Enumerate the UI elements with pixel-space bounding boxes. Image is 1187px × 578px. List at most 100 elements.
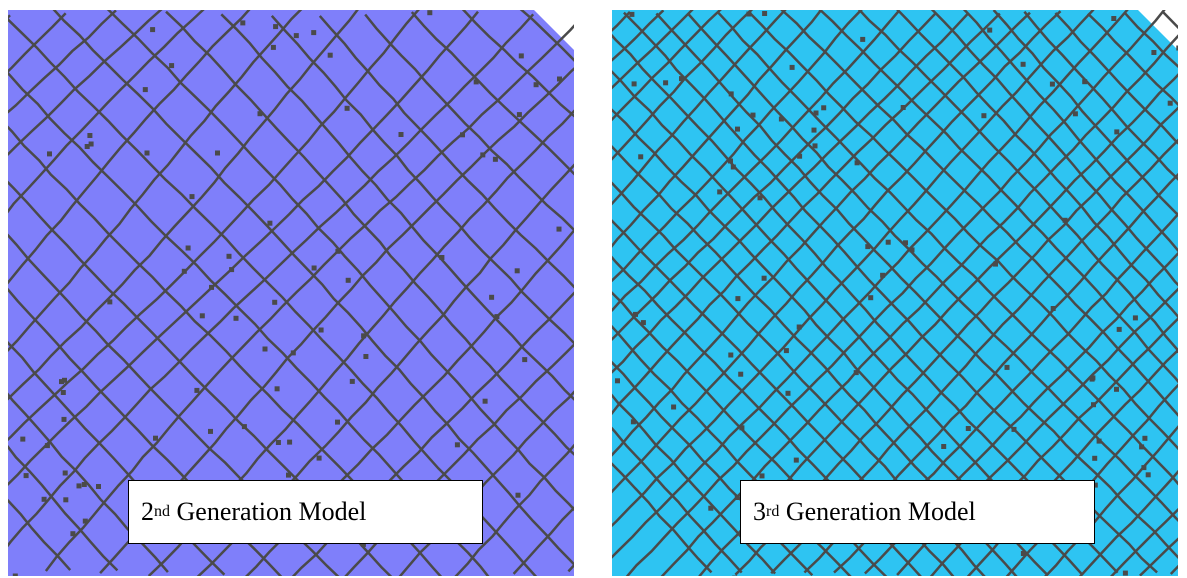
mesh-line: [1078, 469, 1178, 576]
mesh-line: [612, 462, 713, 574]
mesh-node: [311, 30, 317, 36]
mesh-line: [8, 10, 303, 353]
mesh-node: [629, 11, 635, 17]
mesh-node: [23, 473, 29, 479]
mesh-node: [44, 443, 50, 449]
mesh-node: [640, 320, 646, 326]
mesh-node: [293, 33, 299, 39]
mesh-node: [70, 531, 76, 537]
mesh-node: [789, 64, 795, 70]
mesh-node: [335, 248, 341, 254]
mesh-node: [460, 132, 465, 138]
mesh-node: [84, 144, 90, 149]
mesh-node: [287, 439, 293, 445]
mesh-node: [454, 442, 460, 448]
mesh-line: [8, 10, 163, 157]
mesh-node: [783, 348, 789, 354]
mesh-node: [1176, 348, 1178, 353]
mesh-line: [318, 15, 574, 289]
mesh-node: [62, 470, 68, 476]
mesh-node: [360, 541, 366, 547]
mesh-node: [88, 141, 94, 147]
mesh-node: [480, 152, 486, 158]
mesh-node: [615, 378, 620, 384]
mesh-node: [734, 495, 740, 500]
mesh-line: [52, 10, 574, 567]
mesh-node: [1096, 438, 1102, 444]
mesh-node: [47, 151, 52, 157]
mesh-node: [865, 244, 871, 250]
mesh-node: [1111, 16, 1117, 21]
mesh-node: [630, 419, 636, 425]
mesh-node: [759, 473, 765, 479]
mesh-node: [1050, 306, 1056, 311]
mesh-node: [785, 390, 791, 396]
mesh-node: [62, 377, 67, 383]
mesh-node: [750, 112, 756, 118]
mesh-line: [165, 10, 574, 456]
mesh-node: [76, 483, 82, 489]
mesh-line: [930, 10, 1178, 287]
mesh-node: [349, 378, 355, 384]
mesh-line: [992, 10, 1178, 217]
mesh-node: [1114, 386, 1119, 392]
mesh-node: [209, 284, 214, 290]
mesh-node: [229, 267, 235, 273]
mesh-node: [398, 132, 404, 137]
mesh-line: [1054, 12, 1178, 145]
mesh-node: [150, 27, 156, 33]
mesh-node: [631, 81, 637, 87]
mesh-line: [625, 10, 1166, 576]
mesh-line: [220, 13, 574, 401]
mesh-line: [8, 10, 479, 487]
mesh-line: [612, 10, 1062, 494]
mesh-node: [363, 354, 369, 359]
mesh-node: [153, 435, 158, 441]
mesh-node: [965, 426, 971, 431]
mesh-node: [1092, 482, 1098, 488]
mesh-node: [1011, 426, 1017, 432]
mesh-node: [1082, 79, 1088, 85]
mesh-node: [671, 404, 677, 410]
mesh-node: [215, 150, 220, 156]
mesh-node: [272, 299, 278, 305]
mesh-node: [482, 398, 488, 404]
mesh-node: [61, 416, 67, 422]
mesh-node: [208, 428, 213, 434]
mesh-node: [181, 268, 187, 274]
mesh-node: [270, 44, 276, 50]
mesh-node: [854, 160, 860, 166]
mesh-node: [1176, 45, 1178, 51]
mesh-node: [199, 313, 205, 319]
mesh-node: [853, 370, 859, 376]
mesh-node: [812, 143, 818, 149]
mesh-node: [638, 154, 644, 160]
mesh-node: [87, 133, 93, 138]
mesh-node: [1020, 551, 1026, 556]
mesh-node: [880, 272, 886, 278]
mesh-node: [941, 444, 947, 449]
mesh-node: [679, 76, 684, 82]
mesh-line: [99, 67, 574, 574]
mesh-node: [885, 239, 891, 245]
mesh-node: [290, 350, 296, 356]
mesh-node: [12, 573, 18, 576]
mesh-line: [270, 14, 574, 345]
mesh-node: [1132, 315, 1138, 321]
mesh-line: [461, 10, 574, 118]
mesh-line: [612, 12, 969, 374]
mesh-node: [96, 484, 101, 489]
mesh-node: [663, 80, 669, 86]
mesh-line: [8, 444, 119, 572]
mesh-node: [1151, 50, 1157, 55]
mesh-line: [8, 10, 420, 442]
mesh-node: [226, 253, 232, 259]
mesh-line: [612, 426, 743, 574]
mesh-line: [612, 10, 722, 122]
mesh-line: [612, 10, 1095, 528]
mesh-line: [857, 10, 1178, 353]
mesh-node: [142, 87, 148, 93]
mesh-node: [316, 455, 322, 461]
